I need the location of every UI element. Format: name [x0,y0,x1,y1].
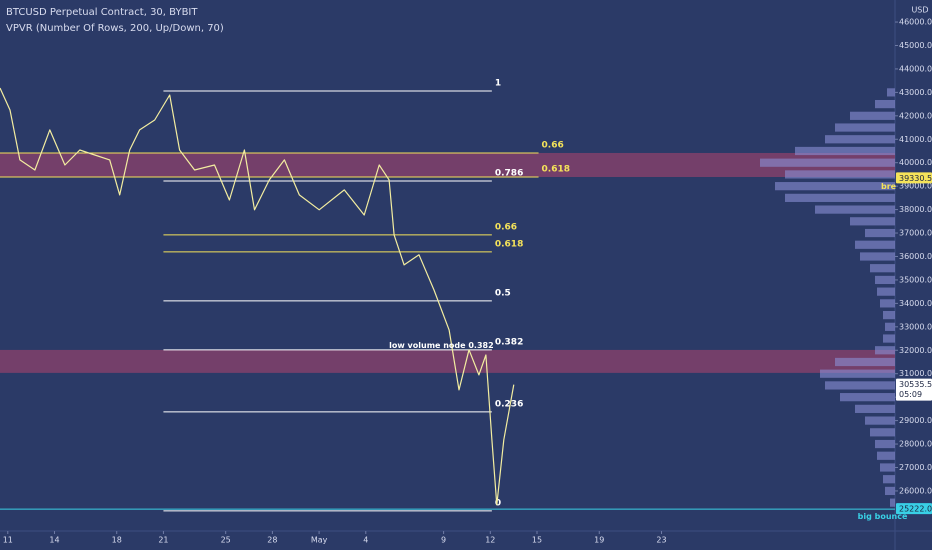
fib-label: 0 [495,498,501,508]
volume-row [875,346,895,355]
x-tick-label: 23 [656,536,666,545]
price-tag [896,503,932,515]
volume-row [850,217,895,226]
volume-row [835,123,895,132]
x-tick-label: 12 [485,536,495,545]
y-tick-label: 37000.0 [899,229,932,238]
volume-row [870,264,895,273]
fib-label: 0.66 [495,222,517,232]
x-tick-label: 9 [441,536,446,545]
y-tick-label: 39000.0 [899,182,932,191]
volume-row [840,393,895,402]
y-tick-label: 43000.0 [899,88,932,97]
x-tick-label: 25 [221,536,231,545]
fib-label: 0.786 [495,168,523,178]
annotation: bre [881,182,897,191]
price-tag [896,172,932,184]
volume-row [835,357,895,367]
fib-label: 0.618 [495,239,523,249]
volume-row [880,463,895,472]
price-tag [896,378,932,401]
chart-title: BTCUSD Perpetual Contract, 30, BYBIT [6,7,198,18]
price-tag-label: 39330.5 [899,174,932,183]
y-tick-label: 40000.0 [899,158,932,167]
y-tick-label: 36000.0 [899,252,932,261]
volume-row [887,88,895,97]
volume-row [875,275,895,285]
price-tag-sub: 05:09 [899,390,922,399]
fib-label: 0.236 [495,399,523,409]
volume-row [890,498,895,507]
volume-row [885,322,895,331]
volume-row [877,287,895,296]
volume-row [885,486,895,496]
volume-row [877,451,895,460]
y-tick-label: 42000.0 [899,111,932,120]
volume-row [883,334,895,343]
volume-row [825,135,895,144]
y-tick-label: 41000.0 [899,135,932,144]
volume-row [825,381,895,390]
fib-label: 0.66 [542,140,564,150]
volume-row [775,182,895,191]
volume-row [875,99,895,109]
x-tick-label: 15 [532,536,542,545]
fib-label: 0.382 [495,337,523,347]
y-tick-label: 44000.0 [899,64,932,73]
volume-row [785,170,895,179]
volume-row [820,369,895,378]
fib-label: 1 [495,78,501,88]
volume-row [785,193,895,202]
y-tick-label: 35000.0 [899,275,932,284]
x-tick-label: 4 [363,536,368,545]
price-tag-label: 25222.0 [899,505,932,514]
volume-row [795,146,895,156]
y-tick-label: 46000.0 [899,18,932,27]
volume-row [855,404,895,413]
y-tick-label: 34000.0 [899,299,932,308]
annotation: low volume node 0.382 [389,341,494,350]
volume-row [880,299,895,308]
x-tick-label: 18 [112,536,122,545]
chart-subtitle: VPVR (Number Of Rows, 200, Up/Down, 70) [6,23,224,34]
x-tick-label: 21 [158,536,168,545]
volume-row [855,240,895,249]
volume-row [865,228,895,238]
zone [0,152,895,178]
volume-row [815,205,895,214]
x-tick-label: 28 [267,536,277,545]
x-tick-label: May [311,536,328,545]
y-tick-label: 33000.0 [899,322,932,331]
y-tick-label: 45000.0 [899,41,932,50]
y-tick-label: 31000.0 [899,369,932,378]
volume-row [850,111,895,120]
volume-row [875,439,895,449]
x-tick-label: 11 [3,536,13,545]
x-tick-label: 14 [49,536,59,545]
y-tick-label: 27000.0 [899,463,932,472]
volume-row [883,475,895,484]
volume-row [870,428,895,437]
y-tick-label: 28000.0 [899,440,932,449]
y-tick-label: 26000.0 [899,486,932,495]
volume-row [865,416,895,425]
price-line [0,87,515,506]
volume-row [760,158,895,167]
y-axis-label: USD [911,6,928,15]
fib-label: 0.5 [495,288,511,298]
fib-label: 0.618 [542,165,570,175]
volume-row [883,310,895,320]
price-tag-label: 30535.5 [899,380,932,389]
y-tick-label: 32000.0 [899,346,932,355]
x-tick-label: 19 [594,536,604,545]
annotation: big bounce [858,512,908,521]
volume-row [860,252,895,261]
zone [0,349,895,373]
y-tick-label: 29000.0 [899,416,932,425]
y-tick-label: 38000.0 [899,205,932,214]
